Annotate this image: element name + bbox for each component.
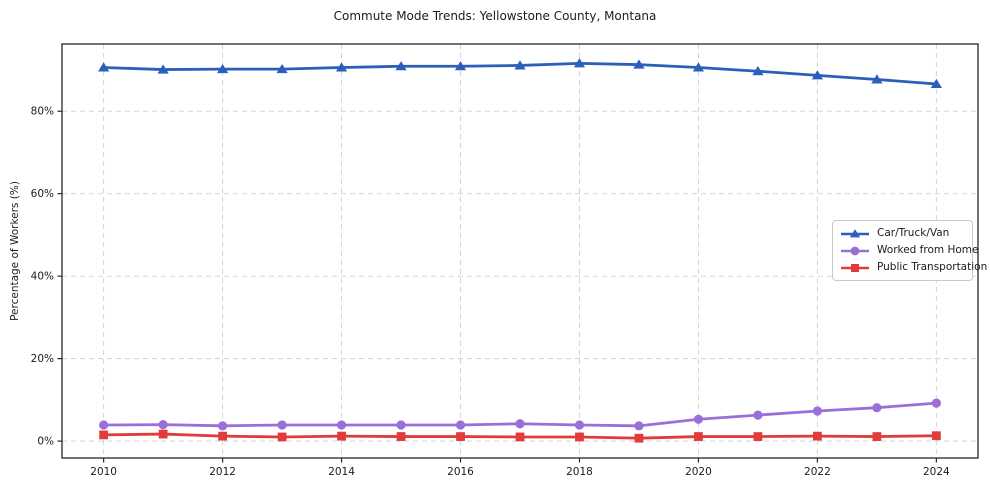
x-tick-label: 2020 [685, 466, 712, 478]
data-point-circle [753, 410, 763, 420]
data-point-square [872, 432, 882, 441]
data-point-square [931, 431, 941, 441]
x-tick-label: 2024 [923, 466, 950, 478]
data-point-triangle [692, 62, 705, 72]
data-point-square [456, 432, 465, 441]
data-point-square [99, 430, 109, 440]
data-point-circle [455, 420, 466, 430]
data-point-square [277, 432, 287, 442]
axes-spines [61, 43, 979, 459]
y-tick-label: 80% [31, 106, 54, 118]
data-point-circle [931, 398, 941, 408]
data-point-circle [574, 420, 585, 430]
data-point-triangle [157, 64, 169, 74]
data-point-square [634, 433, 644, 443]
data-point-square [337, 431, 346, 441]
x-tick-label: 2012 [209, 466, 236, 478]
data-point-circle [99, 420, 109, 430]
data-point-circle [217, 421, 228, 431]
x-tick-label: 2022 [804, 466, 831, 478]
data-point-circle [396, 420, 406, 430]
legend: Car/Truck/Van Worked from Home Public Tr… [832, 220, 987, 281]
legend-entry-public-transportation: Public Transportation [840, 261, 987, 274]
data-point-triangle [98, 62, 110, 72]
data-point-triangle [335, 62, 348, 72]
square-marker-icon [851, 263, 859, 272]
data-point-square [218, 431, 227, 441]
data-point-circle [515, 419, 525, 429]
data-point-triangle [811, 70, 824, 80]
legend-label: Public Transportation [877, 261, 988, 273]
legend-label: Car/Truck/Van [877, 227, 950, 239]
data-point-square [515, 432, 525, 442]
data-point-circle [277, 420, 287, 430]
legend-label: Worked from Home [877, 244, 979, 256]
legend-entry-worked-from-home: Worked from Home [840, 244, 978, 257]
data-point-triangle [752, 66, 764, 76]
data-point-circle [634, 421, 644, 431]
data-point-triangle [930, 78, 942, 88]
data-point-square [694, 432, 703, 441]
data-point-circle [812, 406, 823, 416]
legend-line-square-icon [841, 263, 869, 272]
data-point-circle [693, 414, 704, 424]
y-tick-label: 0% [37, 436, 54, 448]
data-point-square [575, 432, 584, 442]
legend-line-triangle-icon [841, 228, 869, 237]
x-tick-label: 2014 [328, 466, 355, 478]
data-point-square [396, 432, 406, 441]
data-point-square [813, 431, 822, 441]
data-point-triangle [276, 63, 288, 74]
data-point-circle [158, 419, 168, 430]
circle-marker-icon [850, 246, 860, 255]
data-point-triangle [573, 58, 586, 68]
data-point-triangle [633, 59, 645, 69]
chart-title: Commute Mode Trends: Yellowstone County,… [333, 9, 657, 23]
y-tick-label: 20% [31, 353, 54, 365]
data-point-triangle [454, 61, 467, 71]
data-point-triangle [216, 63, 229, 74]
legend-line-circle-icon [841, 246, 869, 255]
data-point-triangle [514, 60, 526, 70]
data-point-circle [336, 420, 347, 430]
x-tick-label: 2018 [566, 466, 593, 478]
y-tick-label: 60% [31, 188, 54, 200]
data-point-triangle [395, 61, 407, 71]
data-point-square [753, 432, 763, 441]
data-point-circle [872, 403, 882, 413]
triangle-marker-icon [849, 228, 861, 237]
y-tick-label: 40% [31, 271, 54, 283]
x-tick-label: 2016 [447, 466, 474, 478]
data-point-triangle [871, 74, 883, 84]
data-point-square [158, 429, 168, 439]
x-tick-label: 2010 [90, 466, 117, 478]
legend-entry-car-truck-van: Car/Truck/Van [840, 227, 964, 240]
